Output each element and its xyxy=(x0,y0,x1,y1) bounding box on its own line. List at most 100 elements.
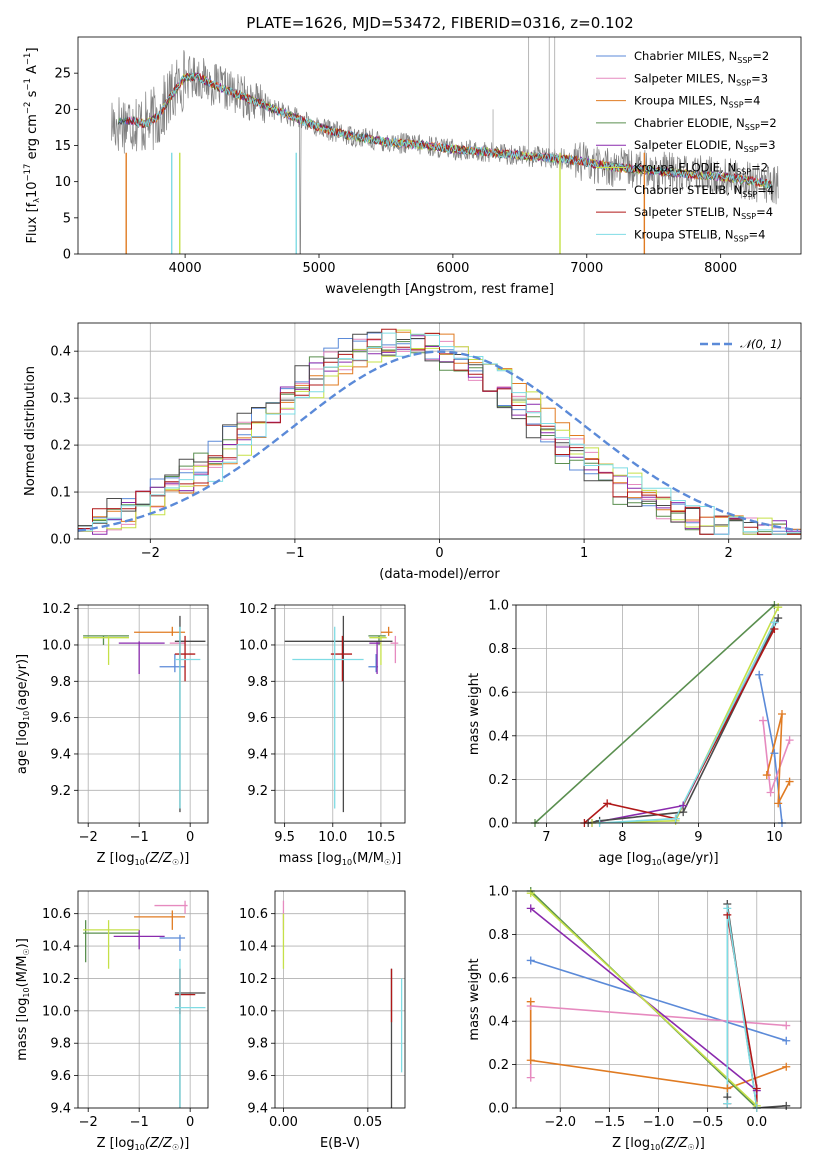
y-tick-label: 10.0 xyxy=(42,1004,71,1019)
y-tick-label: 0.4 xyxy=(488,1015,509,1030)
x-axis-label-part: Z [log xyxy=(97,1136,135,1151)
axes-frame xyxy=(77,604,209,824)
histogram-kroupa-stelib xyxy=(78,332,801,535)
y-axis-label-part: λ xyxy=(32,198,41,203)
histogram-chabrier-stelib xyxy=(78,331,801,535)
y-tick-label: 9.2 xyxy=(247,784,268,799)
x-tick-label: 10.5 xyxy=(366,830,395,845)
legend-label-sub: SSP xyxy=(742,190,757,199)
legend-label-sub: SSP xyxy=(736,78,751,87)
weight-point-chabrier-stelib xyxy=(679,808,688,817)
x-axis-label-part: ☉ xyxy=(172,858,179,867)
x-axis-label-part: wavelength [Angstrom, rest frame] xyxy=(325,282,554,297)
x-axis-label: Z [log10(Z/Z☉)] xyxy=(97,851,190,867)
x-tick-label: 1 xyxy=(580,546,588,561)
y-axis-label-part: Flux [f xyxy=(25,202,40,243)
y-axis-label-part: ☉ xyxy=(22,948,31,955)
weight-point-kroupa-stelib xyxy=(770,618,779,627)
axes-frame xyxy=(77,36,802,255)
axes-frame xyxy=(515,890,802,1109)
legend-label-value: =3 xyxy=(751,71,768,85)
weight-point-kroupa-elodie xyxy=(526,889,535,898)
weight-point-kroupa-miles xyxy=(774,799,783,808)
axes-residuals: −2 −1 0 1 2 0.0 0.1 0.2 0.3 0.4 (data-model)/error… xyxy=(23,322,802,582)
y-tick-label: 0.6 xyxy=(488,971,509,986)
y-tick-label: 9.6 xyxy=(247,711,268,726)
x-axis-label-part: ☉ xyxy=(688,1143,695,1152)
weight-line-kroupa-miles xyxy=(529,1001,787,1090)
legend-label-name: Kroupa MILES, N xyxy=(634,94,729,108)
weight-point-kroupa-stelib xyxy=(723,904,732,913)
x-tick-label: 8 xyxy=(618,830,626,845)
y-tick-label: 0.3 xyxy=(50,392,71,407)
gaussian-curve xyxy=(78,350,799,532)
plot-area-mass_vs_ebv xyxy=(282,900,403,1108)
weight-line-chabrier-elodie xyxy=(534,605,775,823)
y-axis-label-part: A xyxy=(25,65,40,78)
y-axis-label-part: (age/yr)] xyxy=(15,654,30,711)
weight-point-kroupa-miles xyxy=(723,1084,732,1093)
y-tick-label: 0 xyxy=(63,248,71,263)
axes-age_vs_mass: 9.5 10.0 10.5 9.2 9.4 9.6 9.8 10.0 10.2 mass [log… xyxy=(239,602,406,867)
y-axis-label-part: ] xyxy=(25,47,40,52)
x-axis-label-part: (age/yr)] xyxy=(662,851,719,866)
y-axis-label-part: mass weight xyxy=(467,958,482,1040)
y-tick-label: 10.2 xyxy=(42,602,71,617)
legend-label-name: Salpeter ELODIE, N xyxy=(634,138,744,152)
y-tick-label: 9.8 xyxy=(247,1037,268,1052)
y-tick-label: 0.0 xyxy=(50,533,71,548)
x-axis-label-part: (Z/Z xyxy=(145,851,173,866)
y-tick-label: 0.2 xyxy=(50,439,71,454)
x-axis-label-part: )] xyxy=(179,1136,189,1151)
x-tick-label: 2 xyxy=(725,546,733,561)
x-axis-label: age [log10(age/yr)] xyxy=(598,851,718,867)
x-tick-label: −1 xyxy=(285,546,304,561)
plots-layer: 4000 5000 6000 7000 80000510152025wavelength… xyxy=(15,36,802,1152)
weight-point-kroupa-miles xyxy=(762,771,771,780)
y-axis-label-part: 10 xyxy=(22,987,31,997)
y-axis-label-part: age [log xyxy=(15,721,30,774)
y-axis-label-part: −2 xyxy=(23,102,33,115)
weight-point-salpeter-miles xyxy=(759,716,767,725)
y-tick-label: 0.1 xyxy=(50,486,71,501)
weight-point-salpeter-stelib xyxy=(603,799,612,808)
x-tick-label: 8000 xyxy=(704,261,737,276)
y-tick-label: 0.8 xyxy=(488,928,509,943)
y-tick-label: 9.8 xyxy=(247,675,268,690)
axes-frame xyxy=(274,890,406,1109)
legend-label-kroupa-elodie: Kroupa ELODIE, NSSP=2 xyxy=(634,161,768,177)
y-axis-label: age [log10(age/yr)] xyxy=(15,654,31,774)
weight-line-chabrier-stelib xyxy=(588,617,779,823)
y-tick-label: 9.8 xyxy=(50,675,71,690)
x-tick-label: 7000 xyxy=(570,261,603,276)
legend-label-name: Salpeter MILES, N xyxy=(634,71,736,85)
x-axis-label-part: 10 xyxy=(652,858,662,867)
legend-label-value: =4 xyxy=(744,94,761,108)
x-tick-label: −2 xyxy=(79,830,98,845)
y-tick-label: 0.4 xyxy=(488,729,509,744)
x-tick-label: −1 xyxy=(130,830,149,845)
x-tick-label: −2.0 xyxy=(544,1115,576,1130)
x-tick-label: 0 xyxy=(186,830,194,845)
y-tick-label: 0.6 xyxy=(488,686,509,701)
legend-label-salpeter-miles: Salpeter MILES, NSSP=3 xyxy=(634,71,768,87)
weight-point-salpeter-miles xyxy=(782,1021,791,1030)
x-tick-label: −1.0 xyxy=(643,1115,675,1130)
y-tick-label: 10.6 xyxy=(42,907,71,922)
x-tick-label: −0.5 xyxy=(692,1115,724,1130)
x-tick-label: −1.5 xyxy=(594,1115,626,1130)
x-axis-label-part: 10 xyxy=(342,858,352,867)
x-tick-label: 10.0 xyxy=(318,830,347,845)
axes-spectrum: 4000 5000 6000 7000 8000 0 5 10 15 20 25 wavelength… xyxy=(23,36,802,297)
y-tick-label: 9.6 xyxy=(247,1069,268,1084)
legend-label-chabrier-miles: Chabrier MILES, NSSP=2 xyxy=(634,49,769,65)
y-axis-label-part: 10 xyxy=(25,181,40,198)
axes-frame xyxy=(77,322,802,540)
plot-area-spectrum xyxy=(111,37,779,254)
legend-label-kroupa-stelib: Kroupa STELIB, NSSP=4 xyxy=(634,227,765,243)
y-axis-label-part: −1 xyxy=(23,53,33,66)
legend-label-value: =3 xyxy=(759,138,776,152)
y-tick-label: 10.2 xyxy=(42,972,71,987)
